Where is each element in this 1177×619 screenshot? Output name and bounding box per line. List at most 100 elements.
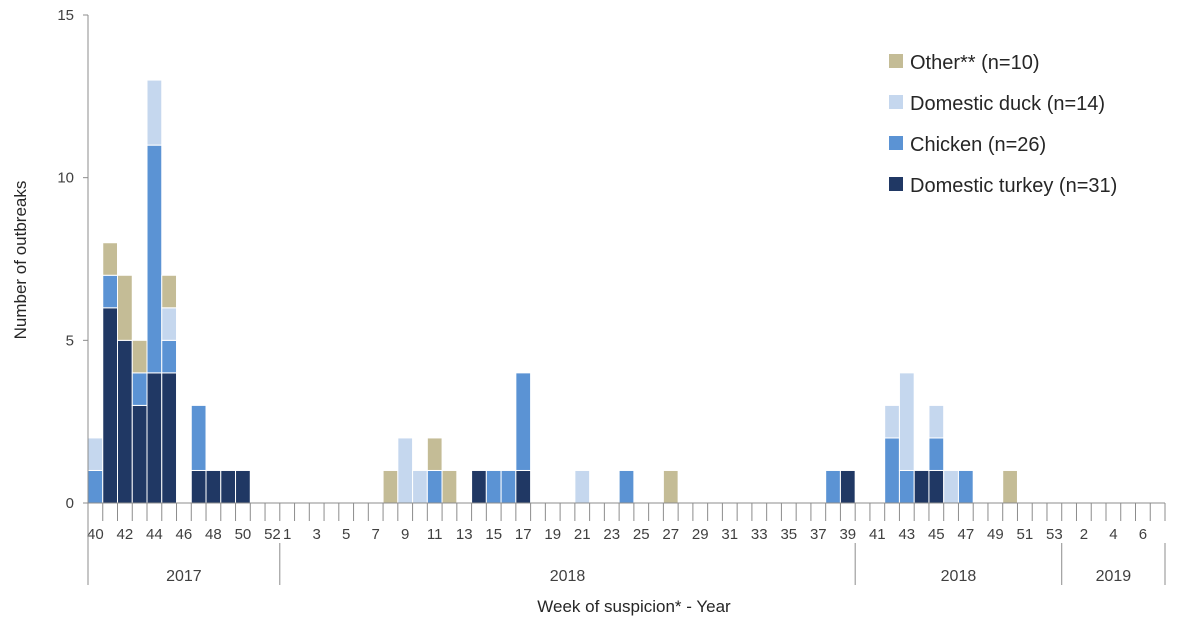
x-tick-label-59: 47: [957, 526, 974, 543]
bar-segment-55-s1: [898, 469, 915, 504]
x-tick-label-57: 45: [928, 526, 945, 543]
x-tick-label-55: 43: [898, 526, 915, 543]
bar-segment-8-s0: [205, 469, 222, 504]
legend-label-3: Domestic turkey (n=31): [910, 175, 1117, 197]
legend-swatch-1: [889, 95, 903, 109]
bar-segment-56-s0: [913, 469, 930, 504]
y-tick-label-0: 0: [66, 495, 74, 512]
bars-layer: [87, 79, 1018, 504]
bar-segment-4-s2: [146, 79, 163, 146]
x-tick-label-37: 25: [633, 526, 650, 543]
x-tick-label-4: 44: [146, 526, 163, 543]
x-tick-label-63: 51: [1016, 526, 1033, 543]
x-tick-label-49: 37: [810, 526, 827, 543]
bar-segment-2-s3: [117, 274, 133, 341]
x-tick-label-2: 42: [117, 526, 134, 543]
bar-segment-5-s1: [161, 339, 178, 374]
x-tick-label-10: 50: [235, 526, 252, 543]
axes-layer: [83, 14, 1166, 521]
legend-label-1: Domestic duck (n=14): [910, 93, 1105, 115]
x-tick-label-23: 11: [427, 526, 443, 543]
bar-segment-9-s0: [220, 469, 237, 504]
bar-segment-1-s3: [102, 242, 118, 276]
legend-swatch-3: [889, 177, 903, 191]
bar-segment-5-s3: [161, 274, 178, 309]
bar-segment-3-s1: [131, 372, 148, 406]
x-tick-label-31: 19: [544, 526, 561, 543]
x-tick-label-43: 31: [721, 526, 738, 543]
x-tick-label-51: 39: [839, 526, 856, 543]
bar-segment-3-s3: [131, 339, 148, 374]
bar-segment-28-s1: [500, 469, 517, 504]
x-tick-label-45: 33: [751, 526, 768, 543]
bar-segment-4-s1: [146, 144, 163, 374]
x-tick-label-17: 5: [342, 526, 350, 543]
x-tick-label-13: 1: [283, 526, 291, 543]
bar-segment-62-s3: [1002, 469, 1018, 504]
x-tick-labels: 40 42 44 46 48 50 52 1 3 5 7 9 11 13 15 17 19 21 23 25 27 29 3…: [87, 526, 1147, 543]
bar-segment-21-s2: [397, 437, 414, 504]
x-axis-title: Week of suspicion* - Year: [537, 597, 731, 616]
x-tick-label-47: 35: [780, 526, 797, 543]
bar-segment-54-s1: [884, 437, 900, 504]
x-tick-label-25: 13: [456, 526, 473, 543]
x-tick-label-15: 3: [313, 526, 321, 543]
x-tick-label-29: 17: [515, 526, 532, 543]
legend-swatch-2: [889, 136, 903, 150]
legend-label-2: Chicken (n=26): [910, 134, 1046, 156]
group-label-1: 2018: [550, 568, 586, 585]
x-tick-label-8: 48: [205, 526, 222, 543]
y-tick-label-15: 15: [57, 7, 74, 24]
x-tick-label-35: 23: [603, 526, 620, 543]
bar-segment-23-s1: [426, 469, 443, 504]
x-tick-label-12: 52: [264, 526, 281, 543]
group-label-0: 2017: [166, 568, 202, 585]
x-tick-label-33: 21: [574, 526, 591, 543]
x-tick-label-39: 27: [662, 526, 679, 543]
bar-segment-22-s2: [412, 469, 428, 504]
bar-segment-0-s1: [87, 469, 104, 504]
bar-segment-55-s2: [898, 372, 915, 471]
y-tick-labels: 0 5 10 15: [57, 7, 74, 512]
bar-segment-33-s2: [574, 469, 591, 504]
legend: Other** (n=10) Domestic duck (n=14) Chicke…: [889, 52, 1117, 197]
x-tick-label-53: 41: [869, 526, 886, 543]
x-tick-label-69: 4: [1109, 526, 1117, 543]
y-tick-label-10: 10: [57, 170, 74, 187]
bar-segment-27-s1: [485, 469, 502, 504]
x-tick-label-65: 53: [1046, 526, 1063, 543]
bar-segment-10-s0: [235, 469, 251, 504]
bar-segment-51-s0: [839, 469, 856, 504]
bar-segment-5-s2: [161, 307, 178, 341]
y-axis-title: Number of outbreaks: [11, 181, 30, 340]
year-groups: 2017 2018 2018 2019: [87, 503, 1166, 585]
bar-segment-26-s0: [471, 469, 487, 504]
bar-segment-1-s1: [102, 274, 118, 309]
bar-segment-4-s0: [146, 372, 163, 504]
bar-segment-58-s2: [943, 469, 959, 504]
bar-segment-57-s2: [928, 404, 945, 439]
x-tick-label-67: 2: [1080, 526, 1088, 543]
bar-segment-36-s1: [618, 469, 635, 504]
x-tick-label-27: 15: [485, 526, 502, 543]
bar-segment-59-s1: [957, 469, 974, 504]
bar-segment-54-s2: [884, 404, 900, 439]
y-tick-label-5: 5: [66, 332, 74, 349]
bar-segment-7-s1: [190, 404, 207, 471]
bar-segment-5-s0: [161, 372, 178, 504]
x-tick-label-19: 7: [372, 526, 380, 543]
bar-segment-2-s0: [117, 339, 133, 504]
x-tick-label-6: 46: [176, 526, 193, 543]
x-tick-label-21: 9: [401, 526, 409, 543]
bar-segment-39-s3: [662, 469, 679, 504]
bar-segment-23-s3: [426, 437, 443, 471]
x-tick-label-61: 49: [987, 526, 1004, 543]
group-label-2: 2018: [941, 568, 977, 585]
x-tick-label-41: 29: [692, 526, 709, 543]
legend-swatch-0: [889, 54, 903, 68]
bar-segment-24-s3: [441, 469, 458, 504]
x-tick-label-71: 6: [1139, 526, 1147, 543]
x-tick-label-0: 40: [87, 526, 104, 543]
bar-segment-0-s2: [87, 437, 104, 471]
